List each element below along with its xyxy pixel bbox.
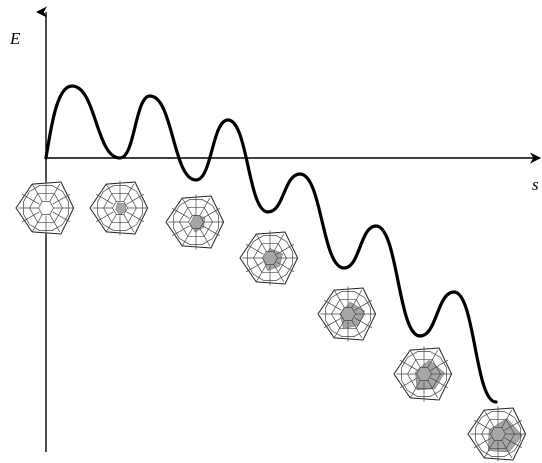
mesh-highlight-region: [115, 202, 126, 216]
mesh-structure-5: [317, 286, 377, 342]
mesh-highlight-region: [189, 214, 206, 233]
mesh-structure-4: [239, 230, 299, 286]
mesh-structure-7: [467, 406, 527, 462]
mesh-structure-6: [393, 346, 453, 402]
energy-curve: [44, 84, 498, 404]
mesh-structure-2: [89, 180, 149, 236]
mesh-structures: [15, 180, 527, 462]
mesh-structure-3: [165, 194, 225, 250]
x-axis-label: s: [532, 175, 539, 194]
mesh-structure-1: [15, 180, 75, 236]
y-axis-label: E: [9, 29, 21, 48]
